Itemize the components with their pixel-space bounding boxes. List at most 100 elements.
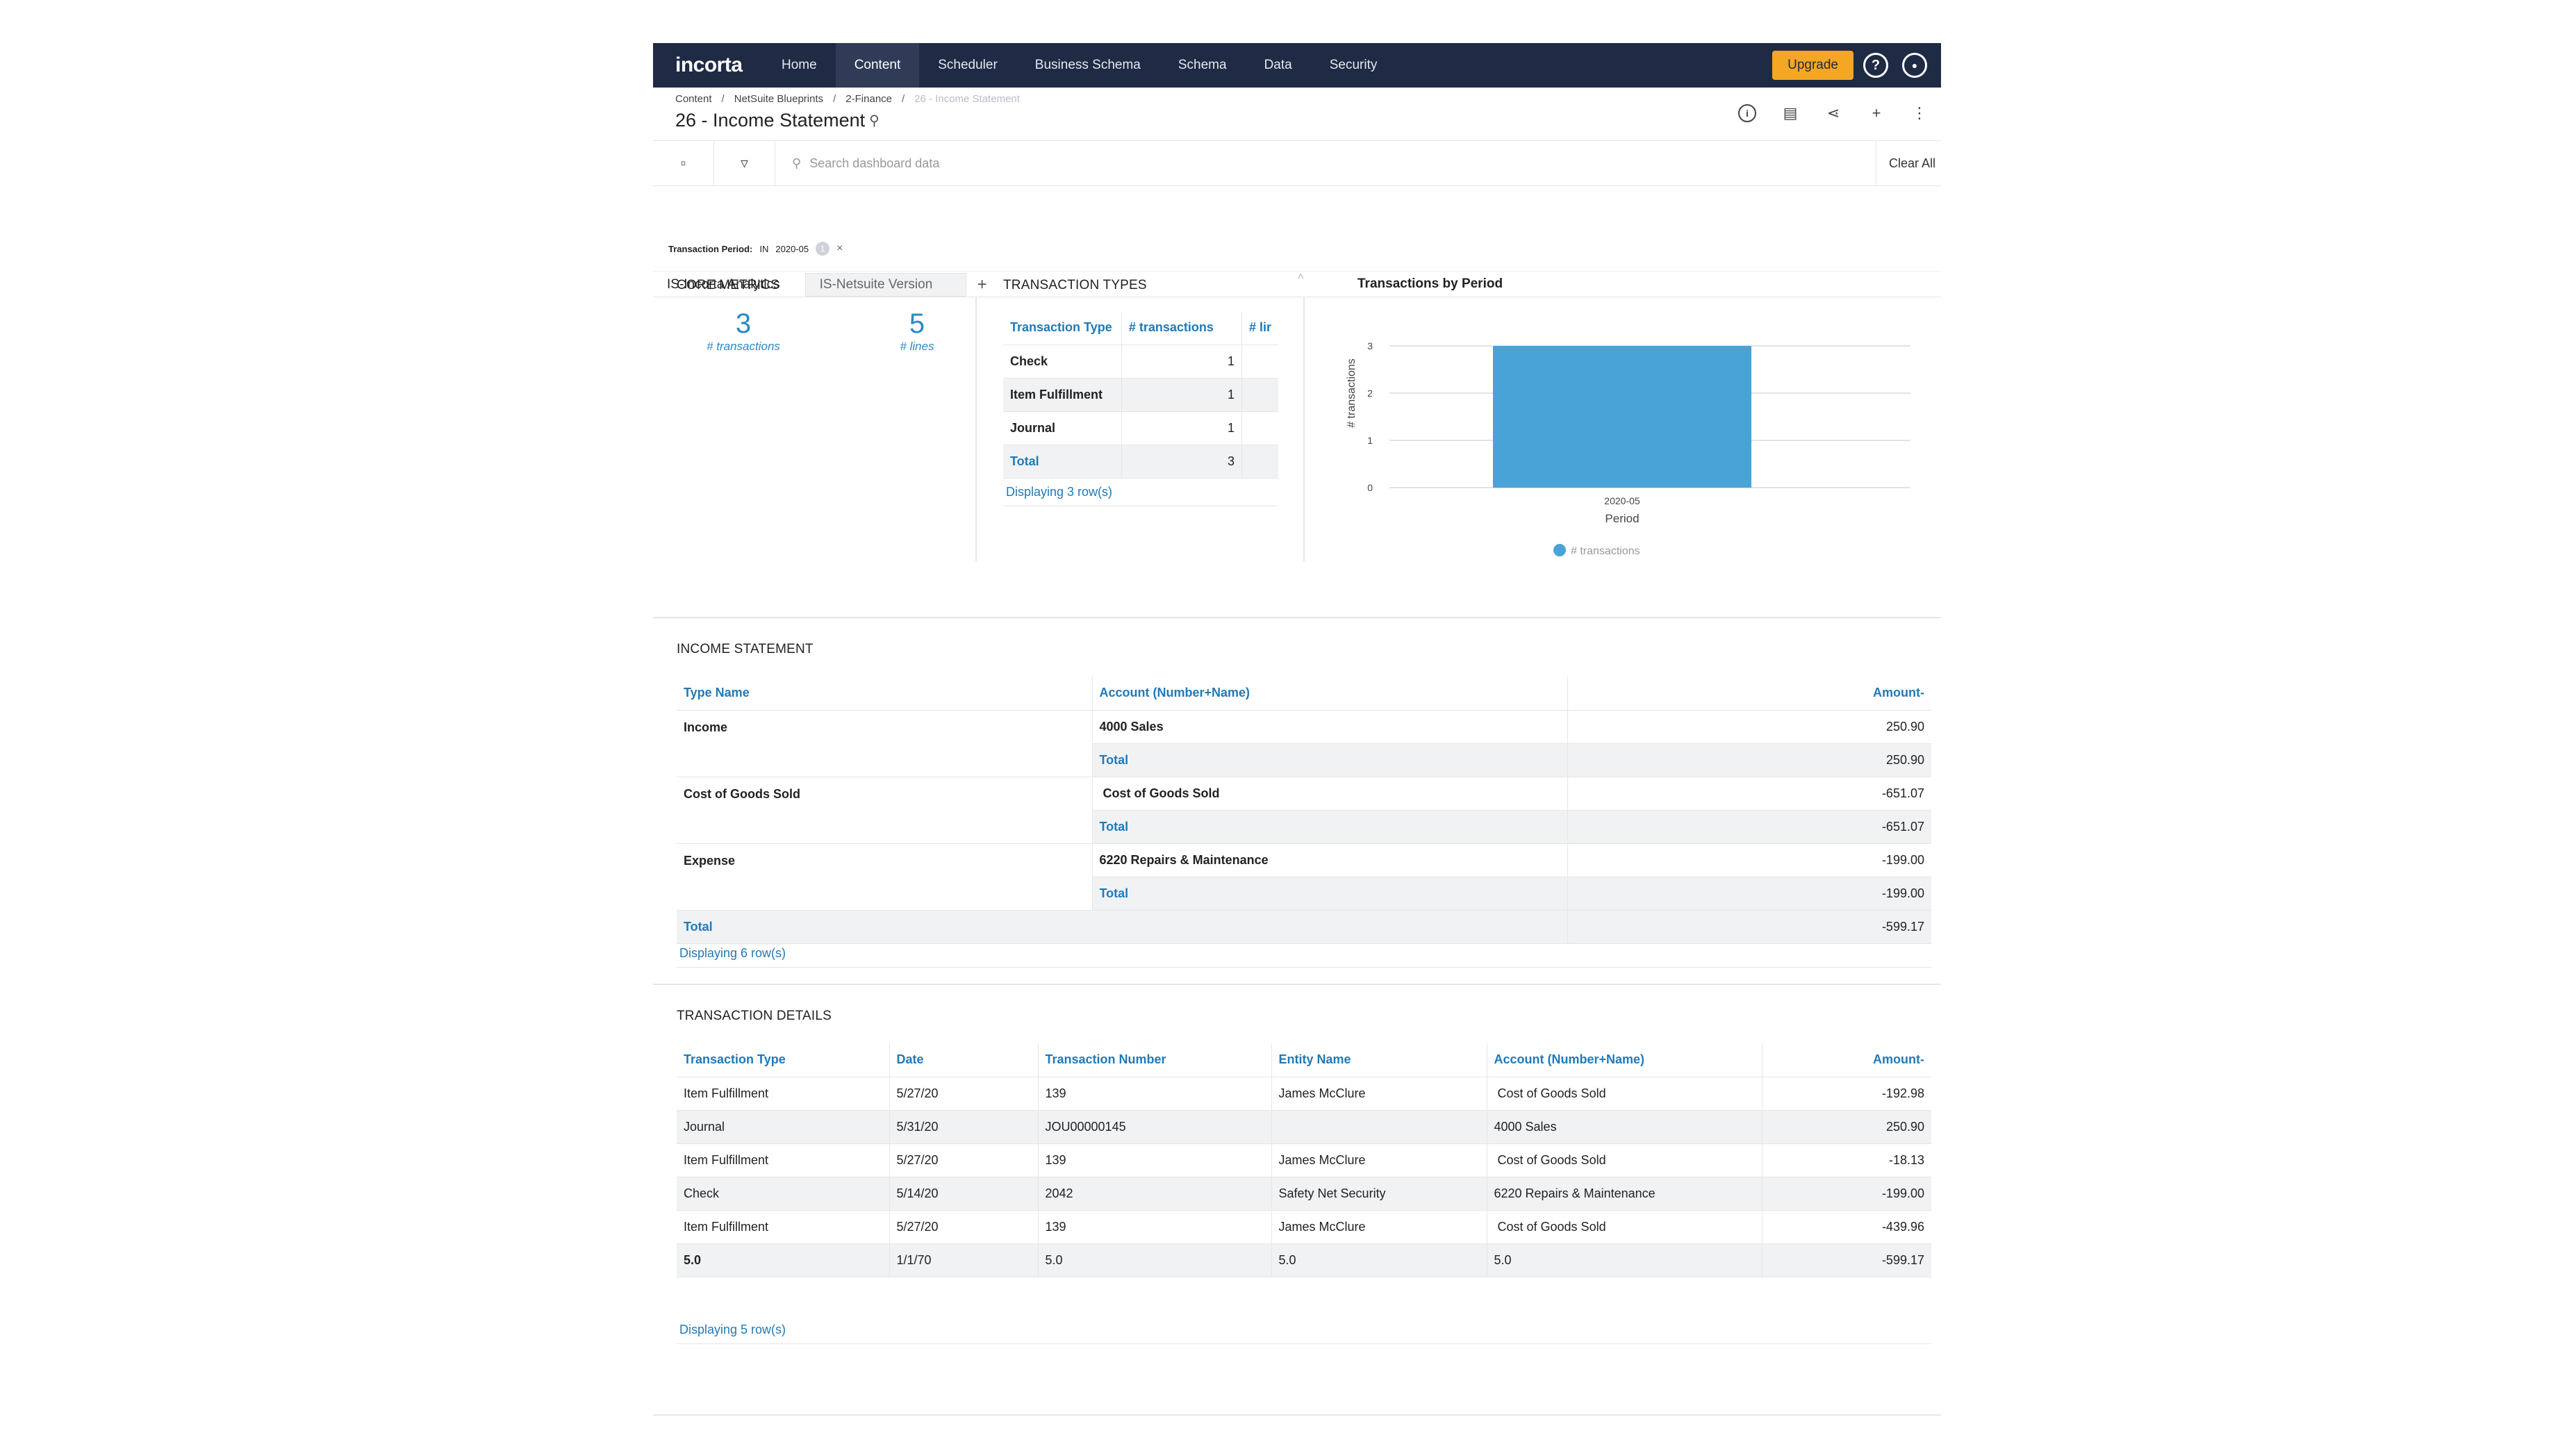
chart-title: Transactions by Period [1357,276,1503,291]
search-placeholder: Search dashboard data [809,156,940,170]
bookmark-icon[interactable]: ▤ [1783,104,1798,122]
page-title: 26 - Income Statement ⚲ [675,110,880,131]
column-header[interactable]: # transactions [1121,311,1242,345]
share-icon[interactable]: ⋖ [1826,104,1840,122]
transaction-details-row-count: Displaying 5 row(s) [679,1323,786,1336]
column-header[interactable]: Transaction Type [677,1043,890,1077]
filter-remove-icon[interactable]: × [836,242,843,254]
cell: 250.90 [1567,743,1931,777]
table-row: Check 1 [1003,345,1278,379]
breadcrumb-content[interactable]: Content [675,93,712,105]
metric-lines-label: # lines [900,340,934,353]
column-header[interactable]: Date [889,1043,1039,1077]
frame-bottom-border [653,1414,1941,1416]
panel-divider [1303,297,1305,561]
nav-home[interactable]: Home [782,58,817,72]
column-header[interactable]: Account (Number+Name) [1092,677,1568,711]
column-header[interactable]: Entity Name [1271,1043,1487,1077]
cell: 139 [1038,1210,1272,1244]
x-axis-label: Period [1605,512,1639,525]
cell: Income [677,710,1093,777]
y-tick-label: 3 [1367,340,1373,351]
income-statement-table: Type Name Account (Number+Name) Amount- … [677,677,1931,944]
add-tab-button[interactable]: + [977,275,987,294]
table-row-subtotal: Total -651.07 [677,810,1931,844]
filter-icon[interactable]: ▿ [714,140,775,186]
nav-data[interactable]: Data [1264,58,1292,72]
nav-security[interactable]: Security [1329,58,1378,72]
cell: 250.90 [1762,1110,1931,1144]
cell: Total [1003,445,1122,479]
cell: 1 [1121,345,1242,379]
nav-scheduler[interactable]: Scheduler [938,58,998,72]
nav-business-schema[interactable]: Business Schema [1034,58,1141,72]
cell [1241,411,1278,445]
table-row: Income 4000 Sales 250.90 [677,710,1931,777]
cell: 5/14/20 [889,1177,1039,1211]
header-actions: i ▤ ⋖ + ⋮ [1738,104,1929,122]
collapse-caret-icon[interactable]: ^ [1298,272,1304,285]
help-icon[interactable]: ? [1863,53,1888,78]
column-header[interactable]: Transaction Type [1003,311,1122,345]
tab-is-netsuite-version[interactable]: IS-Netsuite Version [804,273,966,297]
cell: Journal [1003,411,1122,445]
transaction-types-table: Transaction Type # transactions # lir Ch… [1003,311,1278,479]
dashboard-toolbar: ▫ ▿ ⚲ Search dashboard data Clear All [653,140,1941,186]
legend-label: # transactions [1571,545,1640,557]
breadcrumb-2-finance[interactable]: 2-Finance [845,93,892,105]
table-row: Item Fulfillment 1 [1003,378,1278,412]
cell: 139 [1038,1143,1272,1177]
column-header[interactable]: Amount- [1567,677,1931,711]
column-header[interactable]: # lir [1241,311,1278,345]
info-icon[interactable]: i [1738,104,1756,122]
bookmark-panel-icon[interactable]: ▫ [653,140,714,186]
breadcrumb-separator: / [833,93,836,105]
cell: Check [677,1177,890,1211]
table-row-subtotal: Total 250.90 [677,743,1931,777]
add-icon[interactable]: + [1872,104,1881,122]
breadcrumb-netsuite-blueprints[interactable]: NetSuite Blueprints [734,93,824,105]
nav-schema[interactable]: Schema [1178,58,1227,72]
cell: Total [1092,810,1568,844]
table-row: Check 5/14/20 2042 Safety Net Security 6220 … [677,1177,1931,1211]
column-header[interactable]: Transaction Number [1038,1043,1272,1077]
cell: 5.0 [1271,1243,1487,1277]
cell: -599.17 [1762,1243,1931,1277]
tab-is-incorta-analytics[interactable]: IS-Incorta Analytics [653,273,800,297]
column-header[interactable]: Account (Number+Name) [1487,1043,1762,1077]
filter-count-badge: 1 [816,242,830,256]
cell: -192.98 [1762,1077,1931,1111]
cell: Safety Net Security [1271,1177,1487,1211]
cell: -18.13 [1762,1143,1931,1177]
cell: 1 [1121,411,1242,445]
breadcrumb-separator: / [721,93,725,105]
filter-pill[interactable]: Transaction Period: IN 2020-05 1 × [668,242,843,256]
dashboard-tabs: ^ IS-Incorta Analytics IS-Netsuite Versi… [653,271,1941,297]
column-header[interactable]: Type Name [677,677,1093,711]
pin-icon[interactable]: ⚲ [869,113,880,129]
table-footer-line [677,967,1931,968]
cell: 5.0 [677,1243,890,1277]
y-axis-label: # transactions [1346,358,1357,428]
search-dashboard-input[interactable]: ⚲ Search dashboard data [775,140,1876,186]
cell [1271,1110,1487,1144]
filter-value: 2020-05 [775,243,809,254]
cell: James McClure [1271,1077,1487,1111]
page-title-text: 26 - Income Statement [675,110,866,131]
y-tick-label: 2 [1367,388,1373,399]
search-icon: ⚲ [792,156,802,170]
metric-transactions[interactable]: 3 # transactions [695,308,792,354]
upgrade-button[interactable]: Upgrade [1772,51,1853,80]
metric-lines[interactable]: 5 # lines [868,308,966,354]
nav-content[interactable]: Content [835,43,920,88]
table-row-grand-total: Total -599.17 [677,910,1931,944]
x-tick-label: 2020-05 [1604,495,1640,506]
more-options-icon[interactable]: ⋮ [1912,104,1927,122]
incorta-logo[interactable]: incorta [675,53,743,76]
cell: 6220 Repairs & Maintenance [1092,843,1568,877]
clear-all-button[interactable]: Clear All [1875,140,1941,186]
user-profile-icon[interactable]: ● [1902,53,1927,78]
table-row: 5.0 1/1/70 5.0 5.0 5.0 -599.17 [677,1243,1931,1277]
column-header[interactable]: Amount- [1762,1043,1931,1077]
y-tick-label: 1 [1367,435,1373,446]
